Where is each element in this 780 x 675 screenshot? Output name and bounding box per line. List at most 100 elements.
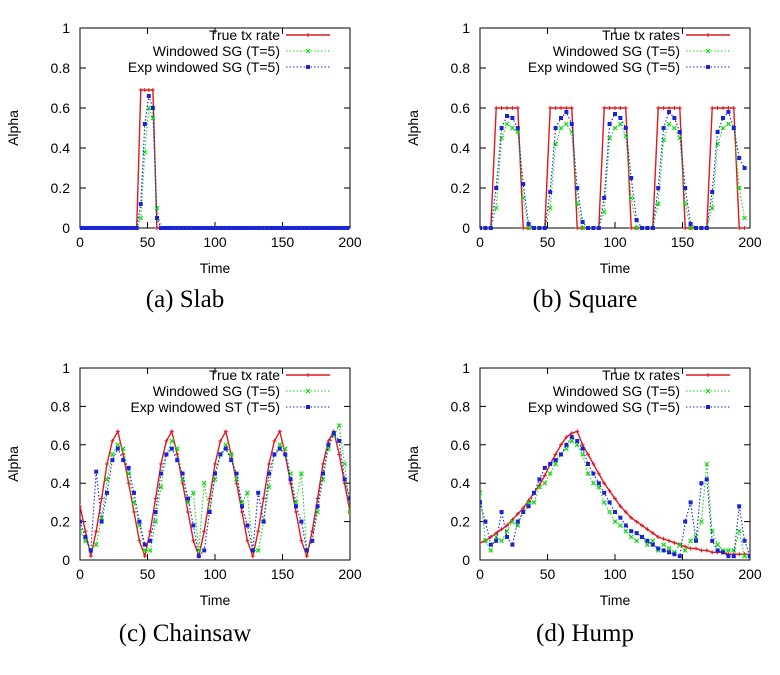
data-point bbox=[580, 225, 586, 230]
data-point bbox=[122, 226, 127, 230]
series-line bbox=[80, 89, 348, 229]
data-point bbox=[142, 554, 147, 559]
data-point bbox=[628, 195, 634, 201]
legend-label: Windowed SG (T=5) bbox=[153, 43, 280, 59]
data-point bbox=[158, 484, 164, 490]
data-point bbox=[666, 546, 672, 551]
data-point bbox=[248, 226, 253, 230]
data-point bbox=[231, 226, 236, 230]
data-point bbox=[505, 534, 509, 539]
data-point bbox=[132, 490, 136, 495]
data-point bbox=[612, 519, 618, 525]
data-point bbox=[607, 509, 613, 515]
data-point bbox=[325, 226, 330, 230]
data-point bbox=[737, 504, 742, 509]
data-point bbox=[699, 226, 704, 230]
data-point bbox=[590, 480, 596, 486]
data-point bbox=[483, 519, 488, 524]
data-point bbox=[699, 548, 704, 553]
data-point bbox=[564, 442, 569, 447]
data-point bbox=[731, 106, 736, 110]
data-point bbox=[607, 106, 612, 110]
data-point bbox=[564, 106, 569, 110]
data-point bbox=[725, 547, 731, 553]
x-tick-label: 150 bbox=[671, 234, 695, 250]
data-point bbox=[688, 538, 694, 544]
data-point bbox=[272, 452, 277, 457]
data-point bbox=[688, 225, 694, 230]
data-point bbox=[613, 106, 617, 110]
data-point bbox=[499, 126, 504, 130]
data-point bbox=[629, 529, 634, 534]
data-point bbox=[569, 106, 574, 110]
x-axis-title: Time bbox=[600, 260, 631, 276]
y-axis-title: Alpha bbox=[5, 446, 21, 482]
data-point bbox=[618, 106, 623, 110]
data-point bbox=[196, 547, 202, 553]
data-point bbox=[509, 519, 515, 525]
data-point bbox=[715, 548, 720, 553]
data-point bbox=[640, 534, 644, 539]
data-point bbox=[272, 438, 277, 443]
data-point bbox=[591, 226, 596, 230]
data-point bbox=[126, 226, 131, 230]
data-point bbox=[617, 523, 623, 528]
data-point bbox=[201, 480, 207, 486]
data-point bbox=[644, 542, 650, 548]
x-tick-label: 50 bbox=[540, 234, 556, 250]
data-point bbox=[666, 121, 672, 127]
data-point bbox=[130, 226, 135, 230]
data-point bbox=[213, 462, 217, 466]
legend-marker bbox=[705, 388, 711, 394]
data-point bbox=[321, 226, 325, 230]
data-point bbox=[699, 481, 704, 486]
data-point bbox=[548, 190, 553, 194]
data-point bbox=[726, 554, 731, 559]
data-point bbox=[186, 496, 190, 501]
data-point bbox=[629, 226, 634, 230]
y-tick-label: 0 bbox=[462, 220, 470, 236]
data-point bbox=[88, 548, 93, 553]
data-point bbox=[169, 438, 175, 444]
data-point bbox=[110, 438, 115, 443]
data-point bbox=[187, 226, 192, 230]
data-point bbox=[515, 523, 521, 528]
data-point bbox=[710, 190, 715, 194]
data-point bbox=[308, 226, 313, 230]
data-point bbox=[282, 446, 288, 452]
data-point bbox=[482, 538, 488, 544]
data-point bbox=[211, 226, 216, 230]
data-point bbox=[304, 554, 309, 559]
data-point bbox=[559, 116, 563, 120]
data-point bbox=[260, 226, 265, 230]
data-point bbox=[704, 548, 709, 553]
data-point bbox=[748, 554, 750, 559]
data-point bbox=[575, 429, 580, 434]
data-point bbox=[223, 226, 228, 230]
y-tick-label: 0.2 bbox=[51, 180, 71, 196]
data-point bbox=[304, 548, 309, 553]
data-point bbox=[195, 226, 200, 230]
data-point bbox=[223, 446, 228, 451]
data-point bbox=[721, 116, 725, 120]
data-point bbox=[109, 451, 115, 457]
x-tick-label: 150 bbox=[271, 566, 295, 582]
x-tick-label: 200 bbox=[738, 566, 762, 582]
data-point bbox=[650, 226, 655, 230]
data-point bbox=[683, 544, 688, 549]
data-point bbox=[694, 226, 698, 230]
data-point bbox=[121, 458, 126, 463]
data-point bbox=[337, 438, 342, 443]
data-point bbox=[558, 125, 564, 131]
legend-entry-windowed-sg: Windowed SG (T=5) bbox=[553, 43, 730, 59]
data-point bbox=[623, 106, 628, 110]
data-point bbox=[499, 510, 504, 514]
data-point bbox=[94, 469, 99, 474]
data-point bbox=[315, 504, 320, 509]
legend-entry-windowed-sg: Windowed SG (T=5) bbox=[153, 383, 330, 399]
data-point bbox=[667, 106, 671, 110]
data-point bbox=[575, 226, 580, 230]
data-point bbox=[618, 504, 623, 509]
data-point bbox=[617, 121, 623, 127]
